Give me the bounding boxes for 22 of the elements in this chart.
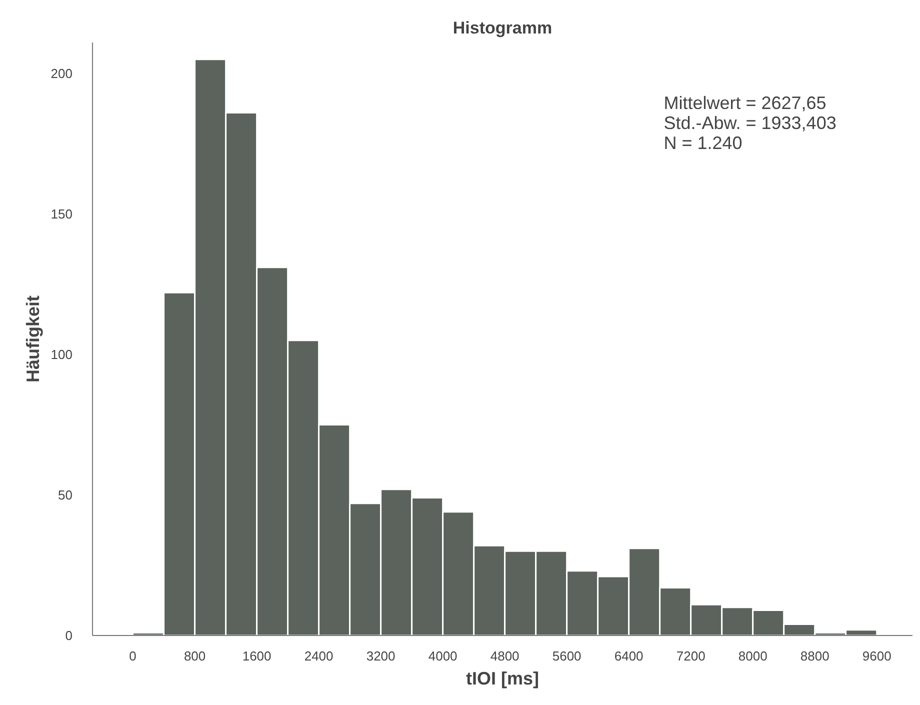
annotation: Mittelwert = 2627,65 Std.-Abw. = 1933,403 N = 1.240	[664, 93, 836, 154]
x-tick-label: 5600	[552, 648, 582, 664]
x-tick-label: 1600	[242, 648, 272, 664]
y-tick-label: 50	[58, 487, 73, 502]
x-tick-label: 9600	[862, 648, 892, 664]
y-axis-title: Häufigkeit	[22, 295, 43, 383]
x-tick-label: 4000	[428, 648, 458, 664]
y-tick-label: 0	[65, 628, 73, 643]
x-axis-title: tIOI [ms]	[466, 668, 540, 688]
x-tick-label: 4800	[490, 648, 520, 664]
y-tick-label: 150	[50, 206, 73, 222]
x-tick-label: 7200	[676, 648, 706, 664]
x-tick-label: 6400	[614, 648, 644, 664]
y-tick-label: 200	[50, 66, 73, 81]
chart-title: Histogramm	[452, 18, 552, 38]
x-tick-label: 2400	[304, 648, 334, 664]
x-tick-label: 3200	[366, 648, 396, 664]
y-tick-label: 100	[50, 346, 73, 362]
x-tick-label: 800	[184, 648, 206, 664]
x-tick-label: 8000	[738, 648, 768, 664]
x-tick-label: 0	[129, 648, 136, 664]
x-tick-label: 8800	[800, 648, 830, 664]
